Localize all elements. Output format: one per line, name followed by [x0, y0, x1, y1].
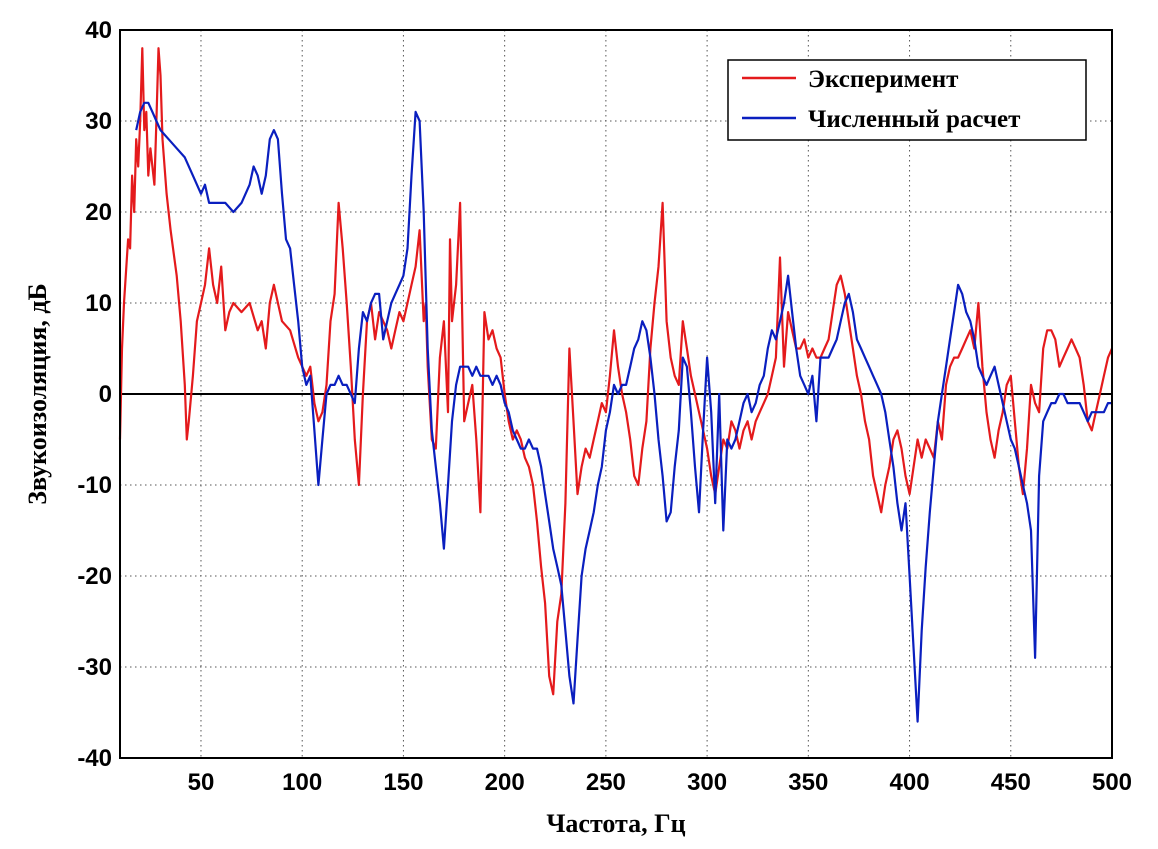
- x-tick-label: 350: [788, 769, 828, 796]
- y-tick-label: 0: [99, 381, 112, 408]
- y-tick-labels: -40 -30 -20 -10 0 10 20 30 40: [77, 17, 112, 772]
- legend: Эксперимент Численный расчет: [727, 59, 1087, 141]
- x-tick-label: 150: [383, 769, 423, 796]
- series-layer: [118, 47, 1114, 723]
- x-axis-label: Частота, Гц: [546, 809, 685, 838]
- x-tick-label: 100: [282, 769, 322, 796]
- series-line-0: [118, 47, 1114, 696]
- y-axis-label: Звукоизоляция, дБ: [23, 283, 52, 504]
- y-tick-label: -10: [77, 472, 112, 499]
- y-tick-label: 30: [85, 108, 112, 135]
- x-tick-label: 500: [1092, 769, 1132, 796]
- x-tick-labels: 50 100 150 200 250 300 350 400 450 500: [188, 769, 1132, 796]
- plot-frame: [119, 29, 1113, 759]
- x-tick-label: 250: [586, 769, 626, 796]
- x-tick-label: 300: [687, 769, 727, 796]
- y-tick-label: -40: [77, 745, 112, 772]
- x-tick-label: 450: [991, 769, 1031, 796]
- y-tick-label: -20: [77, 563, 112, 590]
- legend-box: [727, 59, 1087, 141]
- x-tick-label: 50: [188, 769, 215, 796]
- x-tick-label: 200: [485, 769, 525, 796]
- series-line-1: [135, 101, 1112, 723]
- y-tick-label: 40: [85, 17, 112, 44]
- y-tick-label: -30: [77, 654, 112, 681]
- y-tick-label: 20: [85, 199, 112, 226]
- y-tick-label: 10: [85, 290, 112, 317]
- legend-label-experiment: Эксперимент: [808, 66, 958, 93]
- x-tick-label: 400: [890, 769, 930, 796]
- legend-label-numerical: Численный расчет: [808, 106, 1020, 133]
